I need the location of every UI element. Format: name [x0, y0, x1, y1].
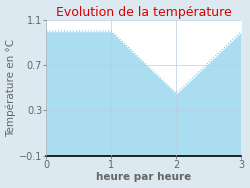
Y-axis label: Température en °C: Température en °C	[6, 39, 16, 137]
X-axis label: heure par heure: heure par heure	[96, 172, 192, 182]
Title: Evolution de la température: Evolution de la température	[56, 6, 232, 19]
